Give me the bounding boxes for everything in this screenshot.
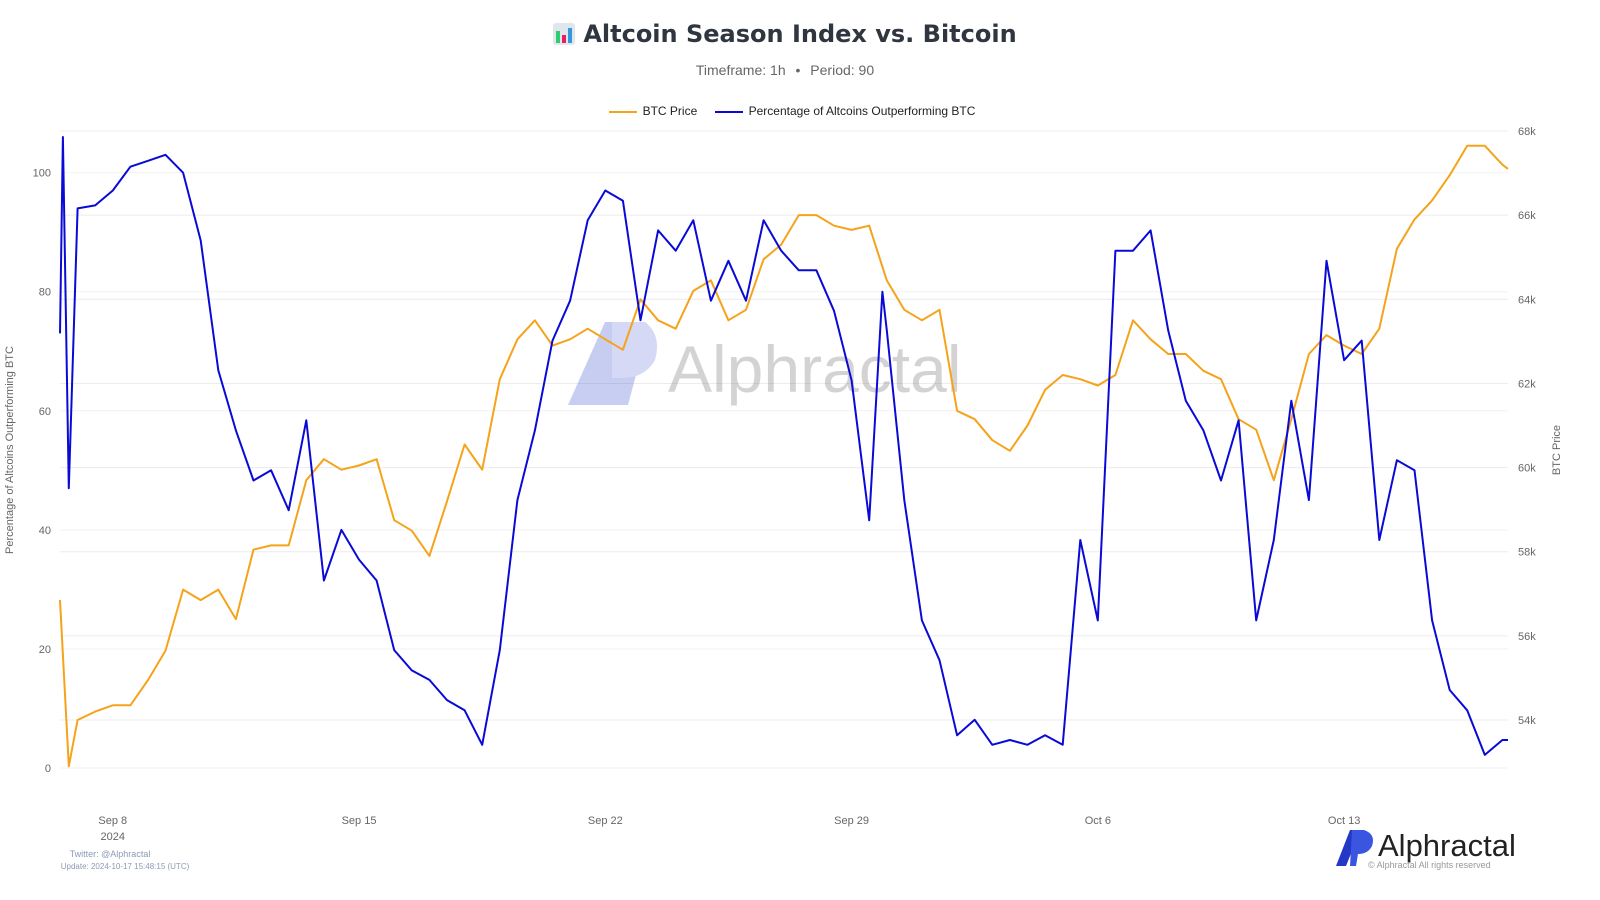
btc-price-line bbox=[59, 144, 1509, 768]
legend-swatch-alt bbox=[714, 110, 743, 113]
legend-label-btc: BTC Price bbox=[642, 104, 698, 118]
x-tick-label: Sep 29 bbox=[834, 815, 869, 827]
brand-logo: Alphractal bbox=[1334, 828, 1534, 868]
legend-item-alt[interactable]: Percentage of Altcoins Outperforming BTC bbox=[701, 104, 976, 118]
left-axis-title: Percentage of Altcoins Outperforming BTC bbox=[4, 346, 16, 554]
right-tick-label: 68k bbox=[1518, 126, 1536, 138]
legend-label-alt: Percentage of Altcoins Outperforming BTC bbox=[748, 104, 976, 118]
update-time: Update: 2024-10-17 15:48:15 (UTC) bbox=[60, 862, 190, 871]
left-tick-label: 0 bbox=[45, 763, 51, 775]
legend: BTC Price Percentage of Altcoins Outperf… bbox=[0, 104, 1570, 118]
x-tick-label: Sep 8 bbox=[98, 815, 127, 827]
right-tick-label: 66k bbox=[1518, 210, 1536, 222]
right-tick-label: 58k bbox=[1518, 547, 1536, 559]
title-text: Altcoin Season Index vs. Bitcoin bbox=[583, 20, 1017, 48]
legend-item-btc[interactable]: BTC Price bbox=[595, 104, 698, 118]
legend-swatch-btc bbox=[608, 110, 637, 113]
right-tick-label: 56k bbox=[1518, 631, 1536, 643]
right-tick-label: 62k bbox=[1518, 378, 1536, 390]
timeframe: Timeframe: 1h bbox=[695, 62, 786, 78]
watermark-logo-mark bbox=[568, 322, 640, 405]
chart-title: Altcoin Season Index vs. Bitcoin bbox=[0, 20, 1570, 48]
watermark-logo: Alphractal bbox=[568, 322, 962, 406]
x-tick-label: Sep 22 bbox=[588, 815, 623, 827]
right-tick-label: 64k bbox=[1518, 294, 1536, 306]
left-tick-label: 80 bbox=[39, 287, 51, 299]
watermark-logo-p bbox=[612, 322, 658, 378]
copyright: © Alphractal All rights reserved bbox=[1368, 860, 1491, 870]
x-tick-label: Oct 6 bbox=[1085, 815, 1111, 827]
period: Period: 90 bbox=[810, 62, 875, 78]
x-tick-label: Sep 15 bbox=[342, 815, 377, 827]
left-tick-label: 60 bbox=[39, 406, 51, 418]
alphractal-logo-icon bbox=[1336, 830, 1373, 866]
x-tick-label: Oct 13 bbox=[1328, 815, 1360, 827]
altcoin-percentage-line bbox=[59, 136, 1508, 756]
left-tick-label: 20 bbox=[39, 644, 51, 656]
x-tick-year: 2024 bbox=[101, 831, 125, 843]
chart-subtitle: Timeframe: 1h • Period: 90 bbox=[0, 62, 1570, 78]
left-tick-label: 100 bbox=[33, 168, 51, 180]
subtitle-separator: • bbox=[795, 62, 801, 78]
right-tick-label: 60k bbox=[1518, 463, 1536, 475]
right-axis-title: BTC Price bbox=[1551, 425, 1563, 475]
bar-chart-icon bbox=[553, 23, 576, 45]
right-tick-label: 54k bbox=[1518, 715, 1536, 727]
left-tick-label: 40 bbox=[39, 525, 51, 537]
watermark-text: Alphractal bbox=[668, 332, 962, 406]
brand-name: Alphractal bbox=[1378, 828, 1516, 863]
twitter-credit: Twitter: @Alphractal bbox=[69, 849, 151, 859]
